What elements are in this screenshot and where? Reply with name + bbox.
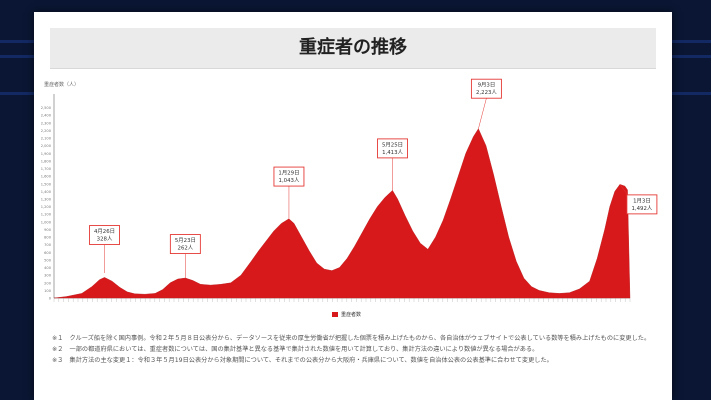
slide: 重症者の推移 重症者数（人） 0 100 200 300 400 500 600 700 800 9… <box>34 12 672 400</box>
annotation-date: 1月29日 <box>278 170 299 177</box>
annotation-date: 4月26日 <box>94 228 115 235</box>
annotation-value: 2,223人 <box>476 89 497 96</box>
annotation-value: 328人 <box>97 236 113 243</box>
y-tick-label: 1,000 <box>41 220 52 224</box>
footnote-1: ※１ クルーズ船を除く国内事例。令和２年５月８日公表分から、データソースを従来の… <box>52 335 651 342</box>
annotation-box <box>273 166 305 187</box>
y-tick-label: 900 <box>44 228 52 232</box>
y-tick-label: 1,100 <box>41 213 52 217</box>
legend-swatch <box>332 312 338 317</box>
footnotes: ※１ クルーズ船を除く国内事例。令和２年５月８日公表分から、データソースを従来の… <box>52 334 652 367</box>
y-tick-label: 2,100 <box>41 137 52 141</box>
y-tick-label: 1,900 <box>41 152 52 156</box>
y-tick-label: 100 <box>44 289 52 293</box>
y-tick-label: 1,400 <box>41 190 52 194</box>
annotation-box <box>169 234 201 254</box>
y-tick-label: 2,300 <box>41 121 52 125</box>
y-tick-label: 2,200 <box>41 129 52 133</box>
annotation-leader <box>478 98 487 129</box>
annotation-value: 1,413人 <box>382 149 403 156</box>
annotation-box <box>626 194 658 215</box>
severe-cases-chart: 重症者数（人） 0 100 200 300 400 500 600 700 800 900 1,000… <box>41 78 658 318</box>
y-tick-label: 1,600 <box>41 175 52 179</box>
annotation-date: 1月3日 <box>633 197 651 204</box>
annotation-value: 262人 <box>178 245 194 252</box>
y-tick-label: 1,700 <box>41 167 52 171</box>
series-area <box>53 128 631 299</box>
footnote-3: ※３ 集計方法の主な変更１：令和３年５月19日公表分から対象期間について、それま… <box>52 357 553 364</box>
y-tick-label: 600 <box>44 251 52 255</box>
y-tick-label: 500 <box>44 258 52 262</box>
y-tick-label: 1,800 <box>41 159 52 163</box>
annotation-value: 1,492人 <box>631 205 652 212</box>
annotation-box <box>470 78 502 99</box>
y-axis-label: 重症者数（人） <box>44 81 79 88</box>
y-tick-label: 1,200 <box>41 205 52 209</box>
y-tick-label: 200 <box>44 281 52 285</box>
annotation-box <box>377 138 408 159</box>
y-tick-label: 300 <box>44 274 52 278</box>
annotation-box <box>89 225 120 245</box>
page-title: 重症者の推移 <box>299 37 407 58</box>
y-tick-label: 1,300 <box>41 198 52 202</box>
annotation-value: 1,043人 <box>279 177 300 184</box>
y-tick-label: 2,000 <box>41 144 52 148</box>
y-tick-label: 0 <box>49 297 52 301</box>
y-tick-label: 1,500 <box>41 182 52 186</box>
y-tick-label: 2,500 <box>41 106 52 110</box>
y-tick-label: 2,400 <box>41 114 52 118</box>
y-tick-label: 400 <box>44 266 52 270</box>
footnote-2: ※２ 一部の都道府県においては、重症者数については、国の集計基準と異なる基準で集… <box>52 346 539 353</box>
annotation-date: 9月3日 <box>478 82 496 89</box>
annotation-date: 5月23日 <box>175 237 196 244</box>
annotation-date: 5月25日 <box>382 141 403 148</box>
y-tick-label: 700 <box>44 243 52 247</box>
title-band: 重症者の推移 <box>50 28 656 69</box>
y-tick-label: 800 <box>44 236 52 240</box>
legend-label: 重症者数 <box>341 311 361 318</box>
